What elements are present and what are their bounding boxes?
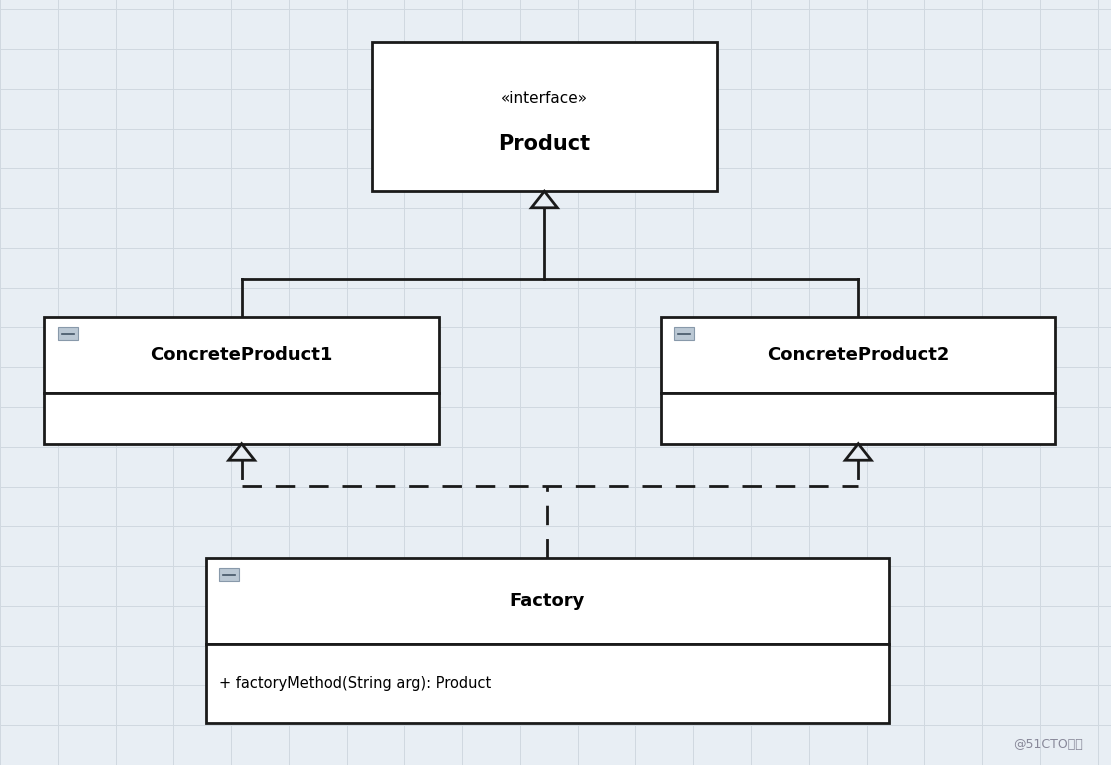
FancyBboxPatch shape [674, 327, 694, 340]
Bar [44, 393, 439, 444]
FancyBboxPatch shape [58, 327, 78, 340]
Text: Factory: Factory [510, 592, 584, 610]
Text: + factoryMethod(String arg): Product: + factoryMethod(String arg): Product [219, 676, 491, 691]
FancyBboxPatch shape [219, 568, 239, 581]
Bar [44, 317, 439, 393]
Text: Product: Product [499, 134, 590, 154]
Bar [372, 42, 717, 191]
Bar [661, 393, 1055, 444]
Bar [661, 317, 1055, 393]
Text: ConcreteProduct1: ConcreteProduct1 [150, 347, 333, 364]
Text: @51CTO博客: @51CTO博客 [1013, 738, 1083, 751]
Text: «interface»: «interface» [501, 91, 588, 106]
Text: ConcreteProduct2: ConcreteProduct2 [767, 347, 950, 364]
Bar [206, 644, 889, 723]
Bar [206, 558, 889, 644]
